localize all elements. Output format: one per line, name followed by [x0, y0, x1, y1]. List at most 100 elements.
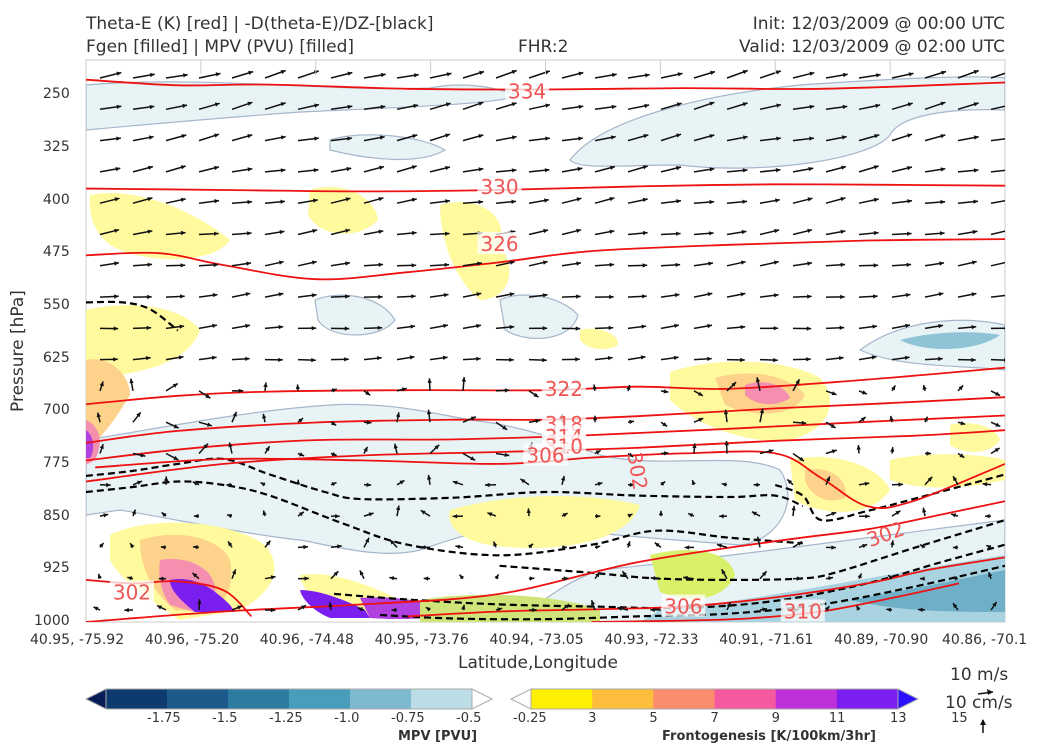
wind-vector-head: [365, 537, 370, 543]
wind-vector-head: [890, 540, 895, 546]
wind-vector-head: [841, 135, 847, 140]
wind-vector-head: [173, 424, 179, 429]
wind-vector-head: [708, 261, 713, 266]
wind-vector-head: [773, 357, 778, 363]
wind-vector-head: [335, 514, 340, 519]
wind-vector-head: [721, 482, 727, 487]
wind-vector-head: [427, 474, 432, 480]
wind-vector-head: [809, 104, 815, 109]
mpv-colorbar: [84, 688, 494, 710]
wind-vector-head: [775, 198, 780, 203]
wind-vector-head: [470, 456, 476, 461]
colorbar-extend-left: [84, 688, 107, 710]
colorbar-tick: -1.75: [147, 711, 181, 726]
wind-vector-head: [147, 294, 152, 300]
wind-vector-head: [898, 482, 903, 487]
wind-vector-head: [99, 542, 104, 548]
wind-vector-head: [542, 357, 547, 363]
wind-vector-head: [443, 293, 449, 298]
wind-vector-head: [742, 135, 748, 140]
colorbar-tick: -1.0: [334, 711, 360, 726]
wind-vector-head: [178, 355, 184, 360]
wind-vector-head: [1007, 70, 1012, 74]
colorbar-tick: -0.5: [456, 711, 482, 726]
y-tick-label: 850: [43, 507, 70, 524]
wind-vector-head: [907, 133, 913, 138]
wind-vector-head: [311, 293, 317, 298]
wind-vector-head: [393, 443, 398, 449]
wind-vector-head: [905, 323, 910, 328]
theta-e-contour-314: [86, 414, 1005, 462]
wind-vector-head: [313, 70, 319, 75]
wind-vector-head: [232, 411, 237, 417]
y-tick-label: 625: [43, 349, 70, 366]
wind-vector-head: [721, 569, 726, 575]
wind-vector-head: [278, 357, 283, 362]
wind-vector-head: [214, 231, 219, 236]
wind-vector-head: [831, 449, 837, 454]
wind-vector: [990, 105, 1005, 111]
wind-vector-head: [542, 326, 548, 331]
y-tick-label: 250: [43, 86, 70, 103]
theta-e-label-bg: [780, 599, 825, 622]
wind-vector-head: [873, 165, 879, 170]
wind-vector-head: [1007, 168, 1012, 172]
wind-vector-head: [413, 103, 419, 109]
wind-vector-head: [149, 104, 155, 110]
wind-vector-head: [345, 228, 351, 233]
wind-vector-head: [197, 599, 202, 604]
wind-vector-head: [445, 102, 451, 107]
wind-vector-head: [773, 260, 779, 265]
wind-vector-head: [824, 606, 830, 611]
wind-vector-head: [479, 70, 484, 75]
wind-vector-head: [278, 292, 284, 297]
top-ticks: [200, 60, 891, 74]
wind-vector-head: [228, 442, 233, 448]
wind-vector-head: [426, 409, 432, 415]
wind-vector-head: [445, 199, 450, 204]
wind-vector-head: [938, 324, 943, 329]
wind-vector-head: [707, 356, 712, 361]
wind-vector-head: [378, 229, 384, 234]
wind-vector: [990, 294, 1005, 298]
colorbar-outline: [105, 688, 473, 710]
theta-e-contour-310: [591, 582, 960, 622]
wind-vector-head: [478, 134, 484, 139]
theta-e-contour-302: [86, 500, 1005, 622]
wind-vector-head: [337, 544, 342, 549]
wind-vector-head: [907, 102, 913, 107]
wind-vector-head: [592, 415, 598, 421]
wind-vector-head: [740, 292, 746, 297]
wind-vector-head: [575, 357, 580, 362]
wind-vector-head: [676, 165, 681, 171]
wind-vector-head: [938, 292, 944, 297]
wind-vector-head: [609, 262, 615, 267]
colorbar-tick: -0.75: [391, 711, 425, 726]
wind-vector-head: [724, 440, 729, 446]
wind-vector-head: [971, 292, 977, 297]
colorbar-segment: [411, 689, 473, 709]
colorbar-segment: [653, 689, 715, 709]
wind-vector-head: [576, 228, 582, 233]
wind-vector-head: [148, 135, 154, 140]
title-theta-e: Theta-E (K) [red] | -D(theta-E)/DZ-[blac…: [86, 14, 434, 34]
wind-vector-head: [807, 197, 813, 202]
wind-vector-head: [270, 608, 276, 613]
theta-e-label: 310: [784, 599, 822, 623]
colorbar-tick: 15: [951, 711, 968, 726]
wind-vector-head: [212, 323, 217, 328]
wind-vector-head: [262, 510, 267, 516]
wind-vector-head: [595, 572, 600, 578]
wind-vector-head: [808, 166, 814, 172]
wind-vector-head: [873, 197, 879, 203]
wind-vector-head: [807, 228, 813, 233]
wind-vector-head: [940, 134, 946, 139]
wind-vector-head: [654, 542, 660, 548]
wind-vector-head: [311, 260, 317, 265]
wind-vector-head: [205, 393, 211, 399]
theta-e-labels: 334330326322318314310306302302302306310: [109, 79, 908, 623]
colorbar-segment: [531, 689, 593, 709]
wind-vector-head: [723, 409, 729, 415]
wind-vector-head: [304, 576, 309, 581]
wind-vector-head: [797, 541, 802, 546]
